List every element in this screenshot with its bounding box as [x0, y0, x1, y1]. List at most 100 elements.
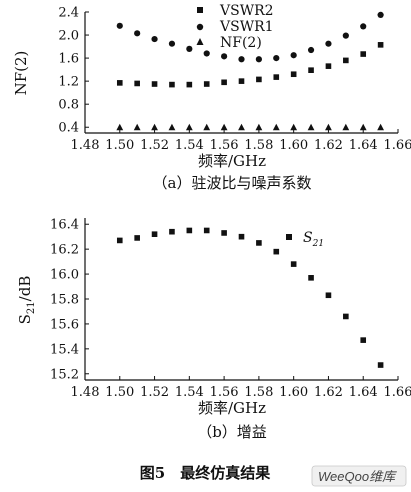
- y-tick-label: 15.4: [50, 342, 79, 357]
- vswr2-point: [116, 80, 123, 86]
- y-tick-label: 1.6: [58, 52, 79, 67]
- s21-point: [203, 227, 210, 234]
- x-tick-label: 1.60: [279, 138, 308, 153]
- nf-2-point: [290, 123, 298, 131]
- nf-2-point: [220, 123, 228, 131]
- s21-point: [221, 230, 227, 236]
- vswr1-point: [342, 32, 349, 39]
- chart-a-x-label: 频率/GHz: [198, 152, 266, 170]
- nf-2-point: [116, 123, 124, 131]
- chart-a-caption: （a）驻波比与噪声系数: [153, 174, 312, 192]
- vswr2-point: [151, 81, 158, 87]
- y-tick-label: 15.2: [50, 367, 79, 382]
- vswr1-point: [238, 56, 245, 63]
- vswr2-point: [186, 81, 193, 88]
- nf-2-point: [168, 123, 176, 131]
- vswr2-point: [377, 42, 384, 48]
- y-tick-label: 0.8: [58, 98, 79, 113]
- nf-2-point: [272, 123, 280, 131]
- legend-circle-marker: [196, 23, 204, 31]
- vswr1-point: [168, 40, 176, 47]
- x-tick-label: 1.60: [279, 385, 308, 400]
- vswr1-point: [203, 50, 210, 57]
- watermark-logo: WeeQoo维库: [311, 465, 407, 487]
- y-tick-label: 1.2: [58, 75, 79, 90]
- s21-point: [377, 362, 384, 368]
- nf-2-point: [342, 123, 350, 131]
- nf-2-point: [151, 123, 158, 131]
- x-tick-label: 1.58: [244, 138, 273, 153]
- x-tick-label: 1.52: [140, 138, 169, 153]
- s21-point: [169, 228, 175, 235]
- vswr2-point: [360, 51, 367, 57]
- vswr1-point: [116, 22, 123, 29]
- vswr2-point: [325, 63, 332, 69]
- vswr1-point: [360, 23, 367, 30]
- vswr1-point: [151, 35, 158, 43]
- y-tick-label: 15.6: [50, 317, 79, 332]
- vswr1-point: [221, 53, 228, 60]
- x-tick-label: 1.64: [349, 385, 378, 400]
- chart-b-marks: [116, 227, 384, 368]
- x-tick-label: 1.54: [175, 138, 204, 153]
- nf-2-point: [377, 123, 385, 131]
- vswr2-point: [290, 71, 297, 78]
- s21-point: [186, 227, 193, 234]
- vswr1-point: [186, 45, 193, 52]
- vswr1-point: [273, 54, 280, 62]
- legend-label-nf2: NF(2): [220, 35, 262, 51]
- legend-label-s21: S21: [303, 230, 324, 249]
- chart-a-y-label: NF(2): [12, 51, 30, 96]
- vswr1-point: [377, 11, 384, 18]
- s21-point: [116, 237, 123, 244]
- chart-b-x-ticks: 1.48 1.50 1.52 1.54 1.56 1.58 1.60 1.62 1.64 1.66: [71, 376, 411, 400]
- s21-point: [290, 261, 297, 267]
- vswr1-point: [134, 30, 141, 37]
- y-tick-label: 16.2: [50, 243, 79, 258]
- y-tick-label: 16.0: [50, 268, 79, 283]
- chart-b-legend: S21: [286, 230, 324, 249]
- x-tick-label: 1.62: [314, 385, 343, 400]
- vswr2-point: [221, 79, 227, 86]
- x-tick-label: 1.66: [384, 138, 411, 153]
- nf-2-point: [255, 123, 263, 131]
- vswr2-point: [169, 81, 175, 88]
- legend-square-marker: [197, 7, 203, 13]
- chart-a-y-ticks: 0.4 0.8 1.2 1.6 2.0 2.4: [58, 6, 89, 136]
- nf-2-point: [185, 123, 193, 131]
- x-tick-label: 1.48: [71, 138, 100, 153]
- vswr1-point: [325, 40, 332, 47]
- nf-2-point: [238, 123, 245, 131]
- nf-2-point: [203, 123, 211, 131]
- chart-a-marks: [116, 11, 385, 131]
- x-tick-label: 1.64: [349, 138, 378, 153]
- x-tick-label: 1.48: [71, 385, 100, 400]
- x-tick-label: 1.62: [314, 138, 343, 153]
- s21-point: [238, 233, 245, 240]
- vswr1-point: [255, 56, 262, 63]
- y-tick-label: 15.8: [50, 293, 79, 308]
- watermark-text: WeeQoo维库: [318, 469, 397, 484]
- nf-2-point: [307, 123, 315, 131]
- vswr2-point: [343, 57, 349, 64]
- x-tick-label: 1.66: [384, 385, 411, 400]
- x-tick-label: 1.56: [210, 385, 239, 400]
- x-tick-label: 1.54: [175, 385, 204, 400]
- y-tick-label: 16.4: [50, 218, 79, 233]
- s21-point: [308, 275, 314, 281]
- chart-b-y-ticks: 15.2 15.4 15.6 15.8 16.0 16.2 16.4: [50, 218, 89, 382]
- x-tick-label: 1.56: [210, 138, 239, 153]
- chart-b-x-label: 频率/GHz: [198, 399, 266, 417]
- nf-2-point: [325, 123, 332, 131]
- chart-a: 1.48 1.50 1.52 1.54 1.56 1.58 1.60 1.62 1.64 1.66…: [12, 3, 411, 192]
- s21-point: [325, 292, 332, 299]
- figure-caption: 图5 最终仿真结果: [140, 464, 271, 482]
- vswr2-point: [203, 81, 210, 87]
- vswr1-point: [290, 52, 297, 59]
- chart-b: 1.48 1.50 1.52 1.54 1.56 1.58 1.60 1.62 1.64 1.66…: [16, 218, 411, 441]
- vswr2-point: [308, 67, 314, 73]
- s21-point: [273, 248, 280, 255]
- x-tick-label: 1.50: [105, 385, 134, 400]
- s21-point: [343, 313, 349, 320]
- chart-a-x-ticks: 1.48 1.50 1.52 1.54 1.56 1.58 1.60 1.62 1.64 1.66: [71, 129, 411, 153]
